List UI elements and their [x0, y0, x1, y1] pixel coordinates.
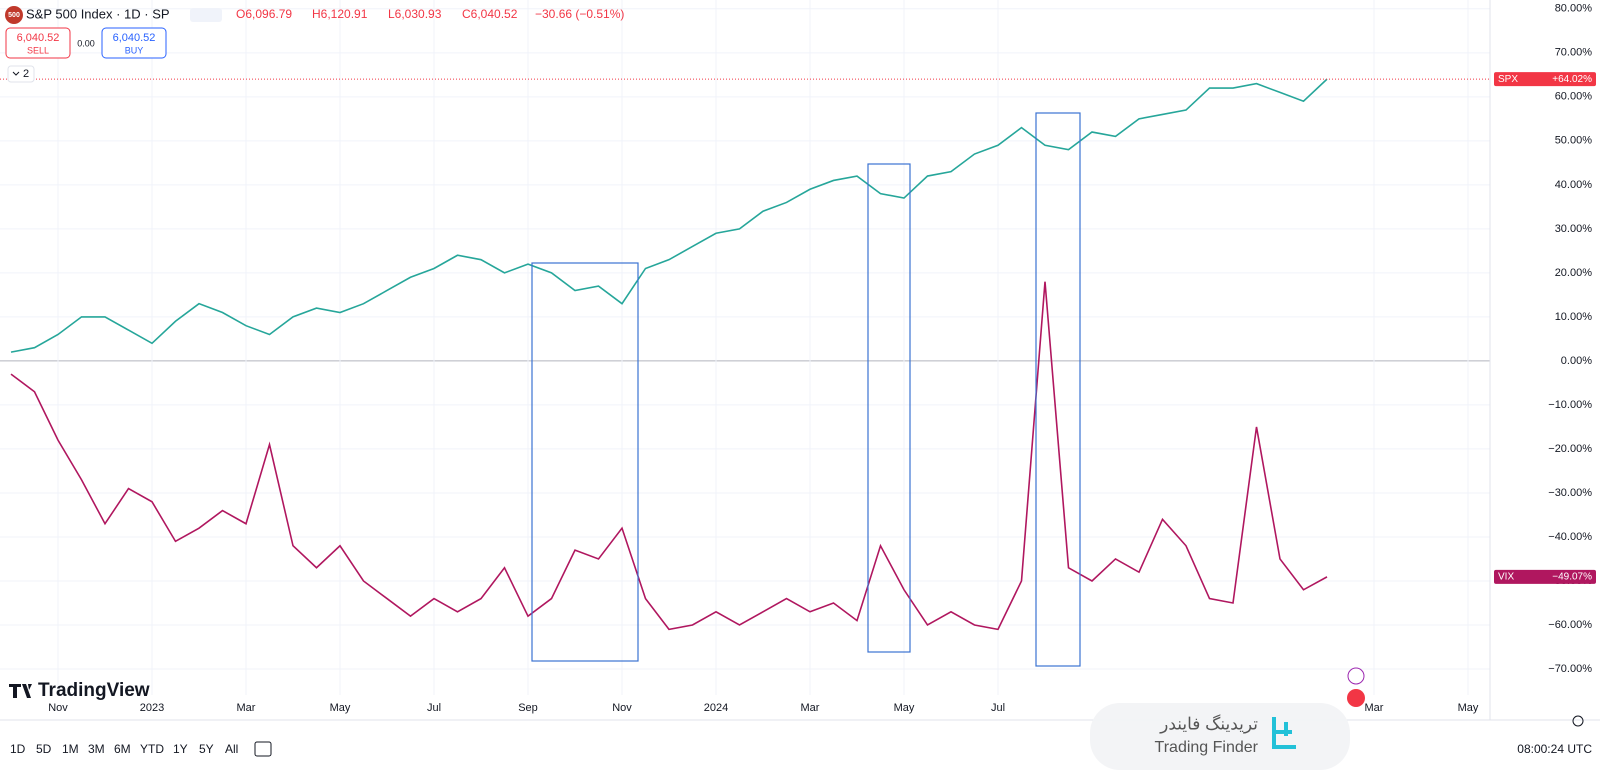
- range-button[interactable]: 1Y: [173, 742, 188, 756]
- highlight-box: [1035, 112, 1081, 667]
- series-layer: [0, 78, 1490, 631]
- watermark-bg: [1090, 703, 1350, 770]
- toolbar: 1D 5D 1M 3M 6M YTD 1Y 5Y All: [10, 742, 238, 756]
- ohlc-low: L6,030.93: [388, 7, 442, 21]
- sell-price: 6,040.52: [17, 32, 60, 44]
- symbol-badge: [5, 6, 23, 24]
- series-line: [10, 78, 1328, 353]
- symbol-title[interactable]: S&P 500 Index · 1D · SP: [26, 6, 170, 21]
- y-tick-label: 80.00%: [1555, 3, 1593, 15]
- range-button[interactable]: 6M: [114, 742, 131, 756]
- event-icon[interactable]: [1347, 667, 1365, 685]
- y-tick-label: −40.00%: [1548, 531, 1592, 543]
- ohlc-change: −30.66 (−0.51%): [535, 7, 624, 21]
- brand-logo: [9, 684, 32, 698]
- buy-button[interactable]: [101, 27, 167, 59]
- y-tick-label: 40.00%: [1555, 179, 1593, 191]
- range-button[interactable]: All: [225, 742, 238, 756]
- price-tag-value: −49.07%: [1552, 572, 1592, 583]
- range-button[interactable]: 1M: [62, 742, 79, 756]
- axis-layer: −70.00%−60.00%−50.00%−40.00%−30.00%−20.0…: [48, 3, 1596, 714]
- spread: 0.00: [77, 38, 95, 48]
- y-tick-label: −70.00%: [1548, 663, 1592, 675]
- range-button[interactable]: YTD: [140, 742, 164, 756]
- highlight-boxes: [531, 112, 1081, 667]
- y-tick-label: −60.00%: [1548, 619, 1592, 631]
- series-line: [10, 281, 1328, 631]
- range-button[interactable]: 5Y: [199, 742, 214, 756]
- y-tick-label: −20.00%: [1548, 443, 1592, 455]
- y-tick-label: 50.00%: [1555, 135, 1593, 147]
- indicator-count: 2: [23, 68, 29, 80]
- x-tick-label: May: [330, 702, 351, 714]
- watermark-logo: [1272, 717, 1296, 749]
- event-icon[interactable]: [1347, 689, 1365, 707]
- price-tag: [1494, 569, 1596, 584]
- y-tick-label: −30.00%: [1548, 487, 1592, 499]
- x-tick-label: May: [1458, 702, 1479, 714]
- date-range-icon[interactable]: [254, 741, 272, 757]
- x-tick-label: Mar: [801, 702, 820, 714]
- ohlc-open: O6,096.79: [236, 7, 292, 21]
- price-tag: [1494, 72, 1596, 87]
- y-tick-label: 10.00%: [1555, 311, 1593, 323]
- y-tick-label: 0.00%: [1561, 355, 1592, 367]
- range-button[interactable]: 5D: [36, 742, 52, 756]
- price-tag-name: SPX: [1498, 74, 1518, 85]
- y-tick-label: 70.00%: [1555, 47, 1593, 59]
- status-icons[interactable]: [190, 8, 222, 22]
- x-tick-label: Mar: [1365, 702, 1384, 714]
- y-tick-label: 60.00%: [1555, 91, 1593, 103]
- watermark-en: Trading Finder: [1155, 739, 1259, 756]
- x-tick-label: Nov: [48, 702, 68, 714]
- x-tick-label: Jul: [427, 702, 441, 714]
- highlight-box: [867, 163, 911, 653]
- x-tick-label: Mar: [237, 702, 256, 714]
- y-tick-label: 20.00%: [1555, 267, 1593, 279]
- range-button[interactable]: 1D: [10, 742, 26, 756]
- badge-text: 500: [8, 12, 20, 19]
- clock: 08:00:24 UTC: [1517, 742, 1592, 756]
- range-button[interactable]: 3M: [88, 742, 105, 756]
- ohlc-close: C6,040.52: [462, 7, 518, 21]
- x-tick-label: 2024: [704, 702, 728, 714]
- price-tag-value: +64.02%: [1552, 74, 1592, 85]
- x-tick-label: Nov: [612, 702, 632, 714]
- buy-price: 6,040.52: [113, 32, 156, 44]
- y-tick-label: −10.00%: [1548, 399, 1592, 411]
- x-tick-label: Sep: [518, 702, 538, 714]
- x-tick-label: Jul: [991, 702, 1005, 714]
- y-tick-label: 30.00%: [1555, 223, 1593, 235]
- chevron-icon: [12, 71, 20, 76]
- sell-label: SELL: [27, 45, 49, 55]
- buy-label: BUY: [125, 45, 144, 55]
- grid: [0, 0, 1490, 695]
- highlight-box: [531, 262, 639, 662]
- watermark-fa: تریدینگ فایندر: [1159, 713, 1258, 734]
- sell-button[interactable]: [5, 27, 71, 59]
- brand-name: TradingView: [38, 680, 150, 701]
- settings-icon[interactable]: [1572, 715, 1584, 727]
- indicator-toggle[interactable]: [7, 65, 35, 83]
- x-tick-label: 2023: [140, 702, 164, 714]
- price-tag-name: VIX: [1498, 572, 1514, 583]
- x-tick-label: May: [894, 702, 915, 714]
- ohlc-high: H6,120.91: [312, 7, 368, 21]
